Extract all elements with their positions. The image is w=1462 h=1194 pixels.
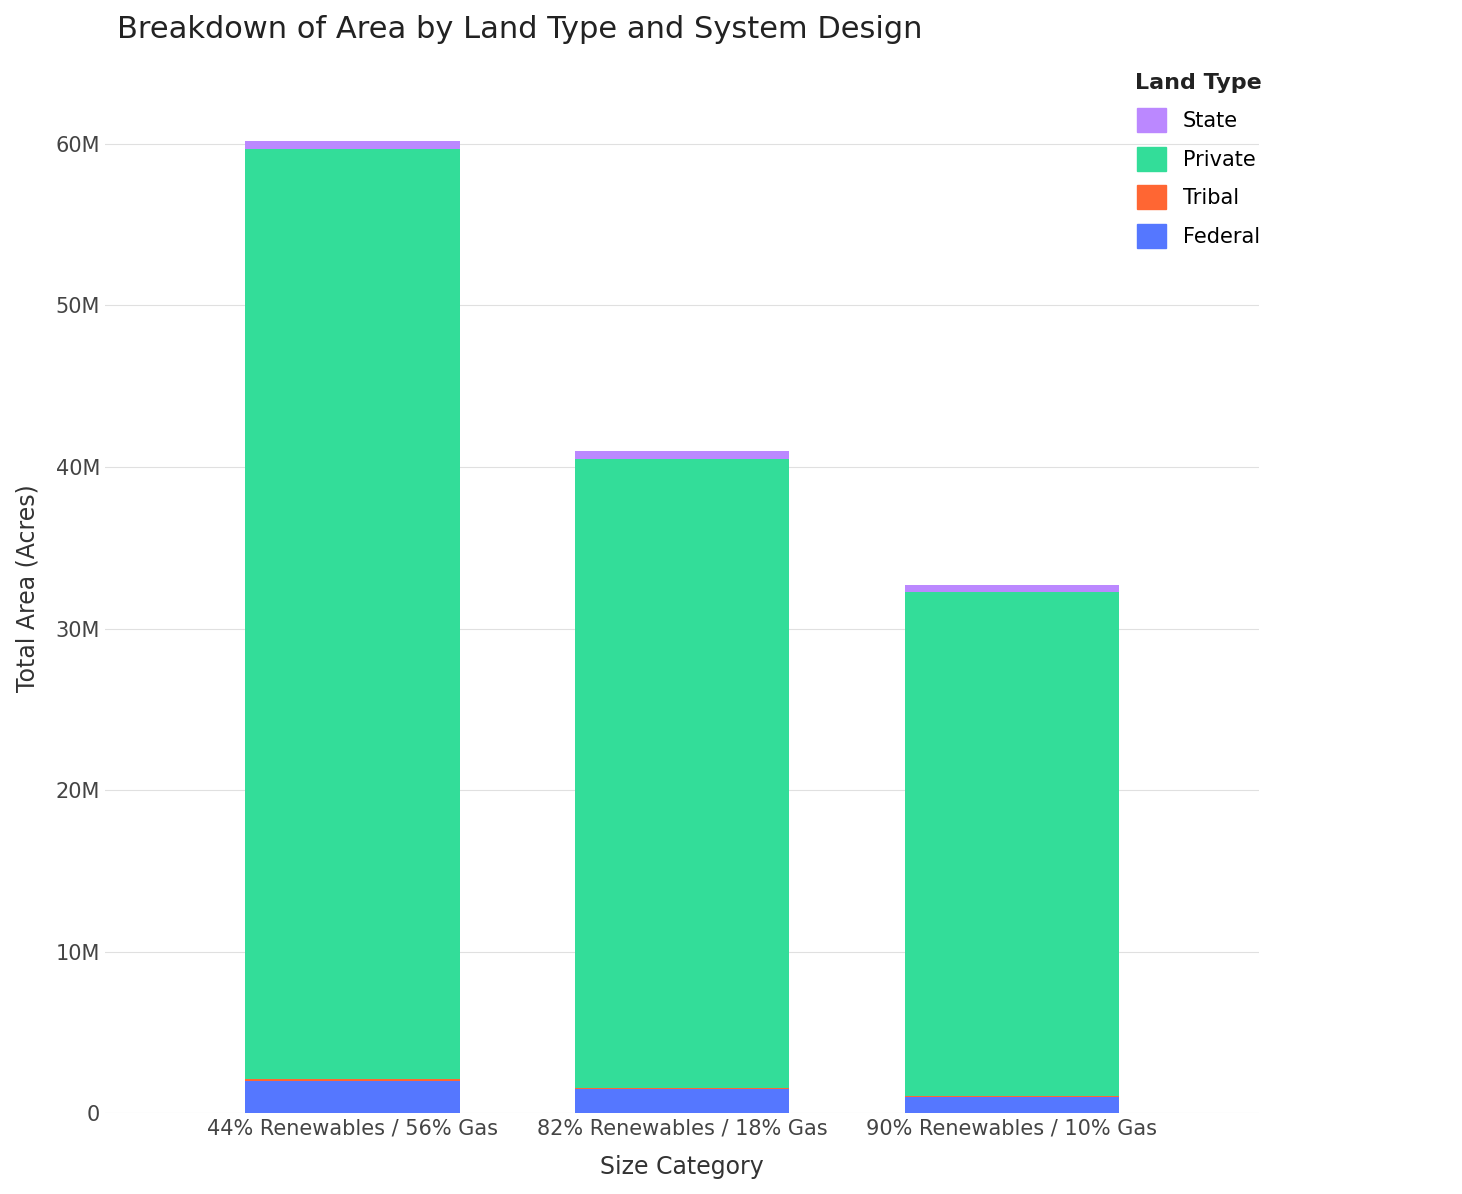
Bar [575, 1088, 789, 1089]
Bar [246, 149, 459, 1078]
Text: Breakdown of Area by Land Type and System Design: Breakdown of Area by Land Type and Syste… [117, 16, 923, 44]
Bar [905, 585, 1118, 592]
Bar [905, 1097, 1118, 1114]
Bar [246, 141, 459, 149]
Bar [905, 1096, 1118, 1097]
Legend: State, Private, Tribal, Federal: State, Private, Tribal, Federal [1124, 63, 1272, 258]
Bar [575, 1089, 789, 1114]
Bar [905, 592, 1118, 1096]
Bar [246, 1081, 459, 1114]
Bar [575, 460, 789, 1088]
Bar [575, 451, 789, 460]
Y-axis label: Total Area (Acres): Total Area (Acres) [15, 485, 39, 693]
Bar [246, 1078, 459, 1081]
X-axis label: Size Category: Size Category [601, 1155, 765, 1178]
